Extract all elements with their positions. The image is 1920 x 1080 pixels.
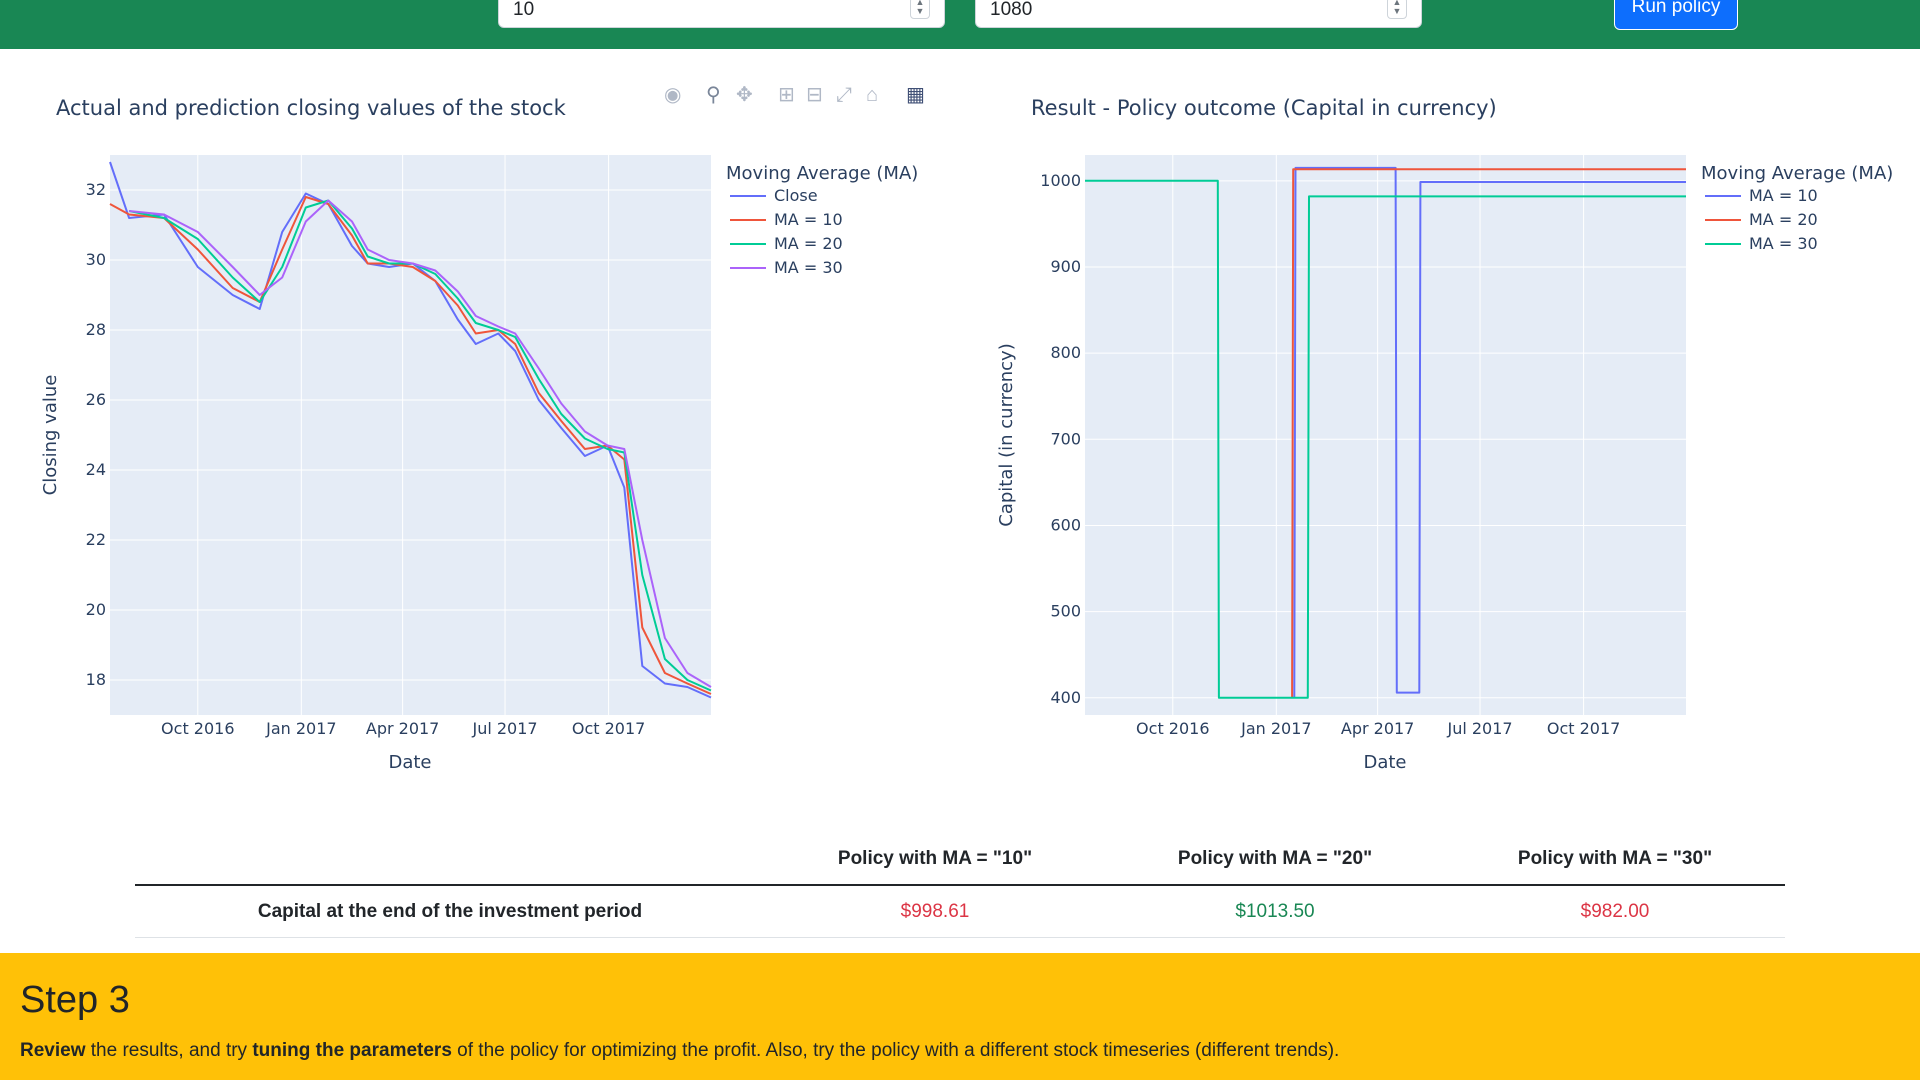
capital-tick-labels: Oct 2016 Jan 2017 Apr 2017 Jul 2017 Oct 2017… [1040, 171, 1620, 738]
stock-plot-area[interactable] [110, 155, 711, 715]
stock-y-axis-label: Closing value [40, 375, 61, 496]
capital-series-lines [1085, 166, 1686, 699]
series-line-2[interactable] [1085, 179, 1686, 699]
days-spinner-icon[interactable]: ▲ ▼ [1387, 0, 1407, 19]
capital-row-label: Capital at the end of the investment per… [135, 885, 765, 938]
capital-chart-title: Result - Policy outcome (Capital in curr… [1031, 96, 1497, 120]
y-tick-label: 22 [86, 530, 106, 549]
x-tick-label: Oct 2016 [161, 719, 234, 738]
legend-item[interactable]: MA = 30 [1749, 234, 1818, 253]
y-tick-label: 500 [1050, 602, 1081, 621]
ma-number-input[interactable]: 10 ▲ ▼ [498, 0, 945, 28]
y-tick-label: 26 [86, 390, 106, 409]
plotly-logo-icon[interactable]: ▦ [906, 84, 925, 106]
x-tick-label: Apr 2017 [366, 719, 439, 738]
y-tick-label: 400 [1050, 688, 1081, 707]
legend-item[interactable]: MA = 20 [1749, 210, 1818, 229]
days-input-value: 1080 [990, 0, 1033, 20]
x-tick-label: Oct 2016 [1136, 719, 1209, 738]
y-tick-label: 18 [86, 670, 106, 689]
capital-y-axis-label: Capital (in currency) [996, 343, 1017, 526]
results-header-ma20: Policy with MA = "20" [1105, 834, 1445, 886]
stock-chart-title: Actual and prediction closing values of … [56, 96, 566, 120]
run-policy-label: Run policy [1631, 0, 1721, 17]
top-header: 10 ▲ ▼ 1080 ▲ ▼ Run policy [0, 0, 1920, 49]
stock-legend: Close MA = 10 MA = 20 MA = 30 [730, 186, 843, 277]
capital-plot-area[interactable] [1085, 155, 1686, 715]
capital-value-ma20: $1013.50 [1105, 885, 1445, 938]
stock-series-lines [109, 161, 712, 699]
zoom-out-icon[interactable]: ⊟ [806, 84, 823, 106]
capital-value-ma30: $982.00 [1445, 885, 1785, 938]
legend-item[interactable]: MA = 10 [774, 210, 843, 229]
camera-icon[interactable]: ◉ [664, 84, 682, 106]
results-header-row: Policy with MA = "10" Policy with MA = "… [135, 834, 1785, 886]
run-policy-button[interactable]: Run policy [1614, 0, 1738, 30]
series-line-1[interactable] [1291, 168, 1686, 698]
y-tick-label: 800 [1050, 343, 1081, 362]
results-table: Policy with MA = "10" Policy with MA = "… [135, 834, 1785, 938]
y-tick-label: 700 [1050, 429, 1081, 448]
x-tick-label: Apr 2017 [1341, 719, 1414, 738]
zoom-icon[interactable]: ⚲ [706, 84, 721, 106]
step3-bold-tuning: tuning the parameters [252, 1040, 452, 1061]
series-line-3[interactable] [129, 199, 712, 688]
step3-section: Step 3 Review the results, and try tunin… [0, 953, 1920, 1080]
legend-item[interactable]: MA = 20 [774, 234, 843, 253]
x-tick-label: Oct 2017 [572, 719, 645, 738]
y-tick-label: 900 [1050, 257, 1081, 276]
step3-heading: Step 3 [20, 979, 130, 1021]
results-header-ma10: Policy with MA = "10" [765, 834, 1105, 886]
x-tick-label: Jan 2017 [1240, 719, 1311, 738]
step3-bold-review: Review [20, 1040, 86, 1061]
legend-item[interactable]: MA = 30 [774, 258, 843, 277]
step3-text-part2: of the policy for optimizing the profit.… [451, 1040, 1340, 1061]
days-number-input[interactable]: 1080 ▲ ▼ [975, 0, 1422, 28]
capital-chart: Oct 2016 Jan 2017 Apr 2017 Jul 2017 Oct 2017… [996, 155, 1893, 773]
capital-legend-title: Moving Average (MA) [1701, 163, 1893, 184]
x-tick-label: Jul 2017 [1446, 719, 1512, 738]
stock-legend-title: Moving Average (MA) [726, 163, 918, 184]
results-header-empty [135, 834, 765, 886]
legend-item[interactable]: MA = 10 [1749, 186, 1818, 205]
y-tick-label: 32 [86, 180, 106, 199]
series-line-2[interactable] [128, 199, 712, 692]
series-line-0[interactable] [1293, 166, 1686, 698]
y-tick-label: 1000 [1040, 171, 1081, 190]
y-tick-label: 600 [1050, 515, 1081, 534]
ma-input-value: 10 [513, 0, 535, 20]
step3-text: Review the results, and try tuning the p… [20, 1039, 1339, 1063]
step3-text-part1: the results, and try [85, 1040, 253, 1061]
capital-legend: MA = 10 MA = 20 MA = 30 [1705, 186, 1818, 253]
y-tick-label: 20 [86, 600, 106, 619]
capital-value-ma10: $998.61 [765, 885, 1105, 938]
y-tick-label: 30 [86, 250, 106, 269]
capital-x-axis-label: Date [1363, 752, 1406, 773]
pan-icon[interactable]: ✥ [736, 84, 753, 106]
stock-tick-labels: Oct 2016 Jan 2017 Apr 2017 Jul 2017 Oct 2017… [86, 180, 646, 738]
stock-x-axis-label: Date [388, 752, 431, 773]
stock-chart: Oct 2016 Jan 2017 Apr 2017 Jul 2017 Oct 2017… [40, 155, 918, 773]
autoscale-icon[interactable]: ⤢ [836, 84, 852, 106]
zoom-in-icon[interactable]: ⊞ [778, 84, 795, 106]
x-tick-label: Jan 2017 [265, 719, 336, 738]
capital-grid [1085, 155, 1686, 715]
series-line-1[interactable] [109, 196, 712, 695]
ma-spinner-icon[interactable]: ▲ ▼ [910, 0, 930, 19]
legend-item[interactable]: Close [774, 186, 818, 205]
results-header-ma30: Policy with MA = "30" [1445, 834, 1785, 886]
table-row: Capital at the end of the investment per… [135, 885, 1785, 938]
reset-axes-icon[interactable]: ⌂ [866, 84, 879, 106]
y-tick-label: 24 [86, 460, 106, 479]
y-tick-label: 28 [86, 320, 106, 339]
x-tick-label: Jul 2017 [471, 719, 537, 738]
x-tick-label: Oct 2017 [1547, 719, 1620, 738]
